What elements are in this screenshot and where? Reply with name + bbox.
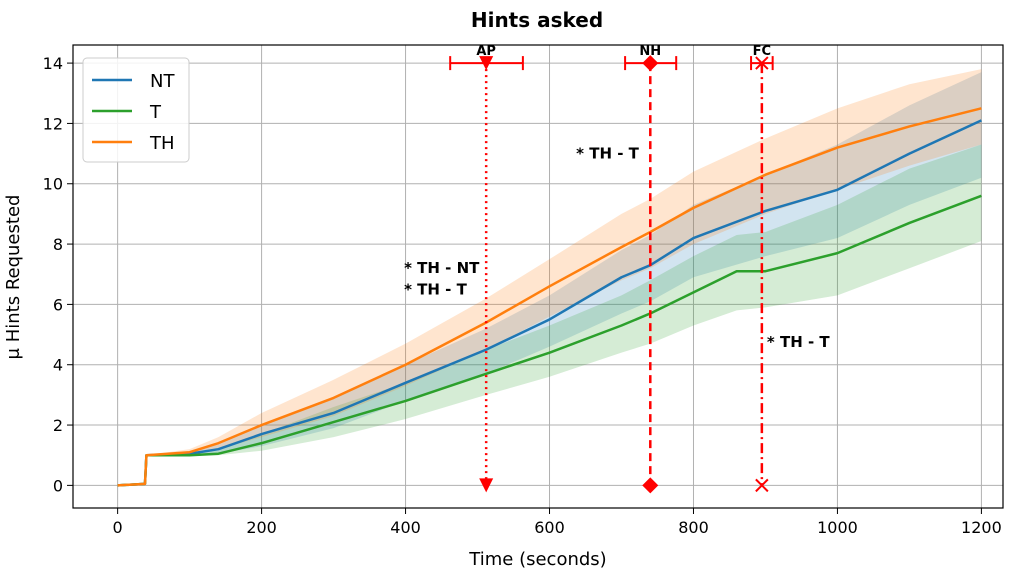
x-tick-label: 1000 [817,518,858,537]
x-axis-label: Time (seconds) [468,549,606,570]
significance-annotation: * TH - T [404,280,468,298]
significance-annotation: * TH - NT [404,259,480,277]
significance-annotation: * TH - T [576,145,640,163]
y-tick-label: 2 [53,416,63,435]
legend-item: TH [92,133,175,154]
band-t [117,144,982,486]
marker-top-symbol [479,56,494,71]
y-tick-label: 10 [43,175,63,194]
marker-fc: FC [750,44,774,493]
legend-box [82,57,190,163]
x-tick-label: 0 [113,518,123,537]
plot-frame [72,44,1004,509]
marker-top-symbol [642,55,659,72]
marker-bottom-symbol [755,478,769,493]
x-tick-label: 600 [534,518,565,537]
y-tick-label: 14 [43,54,63,73]
marker-bottom-symbol [642,477,659,494]
x-tick-label: 800 [678,518,709,537]
y-tick-label: 8 [53,235,63,254]
legend-item: T [92,102,162,123]
marker-label: NH [639,44,661,59]
legend-item: NT [92,71,175,92]
legend-label: TH [149,133,175,154]
marker-bottom-symbol [479,478,494,493]
legend-label: NT [150,71,175,92]
line-t [117,194,982,487]
legend-label: T [149,102,162,123]
axis-ticks: 0 200 400 600 800 1000 1200 0 2 4 6 8 10 12 14 [43,54,1002,537]
band-th [117,69,982,486]
marker-top-symbol [755,56,769,70]
y-tick-label: 6 [53,295,63,314]
marker-ap: AP [449,44,524,493]
event-markers: AP NH FC [449,44,774,494]
x-tick-label: 200 [246,518,277,537]
marker-nh: NH [624,44,678,494]
y-tick-label: 4 [53,356,63,375]
annotations: * TH - NT * TH - T * TH - T * TH - T [404,145,830,352]
chart-title: Hints asked [471,8,603,32]
marker-label: AP [476,44,496,59]
x-tick-label: 400 [390,518,421,537]
y-tick-label: 0 [53,476,63,495]
y-axis-label: μ Hints Requested [3,195,24,360]
significance-annotation: * TH - T [767,333,831,351]
x-tick-label: 1200 [961,518,1002,537]
y-tick-label: 12 [43,114,63,133]
marker-label: FC [753,44,771,59]
legend: NT T TH [82,57,190,163]
